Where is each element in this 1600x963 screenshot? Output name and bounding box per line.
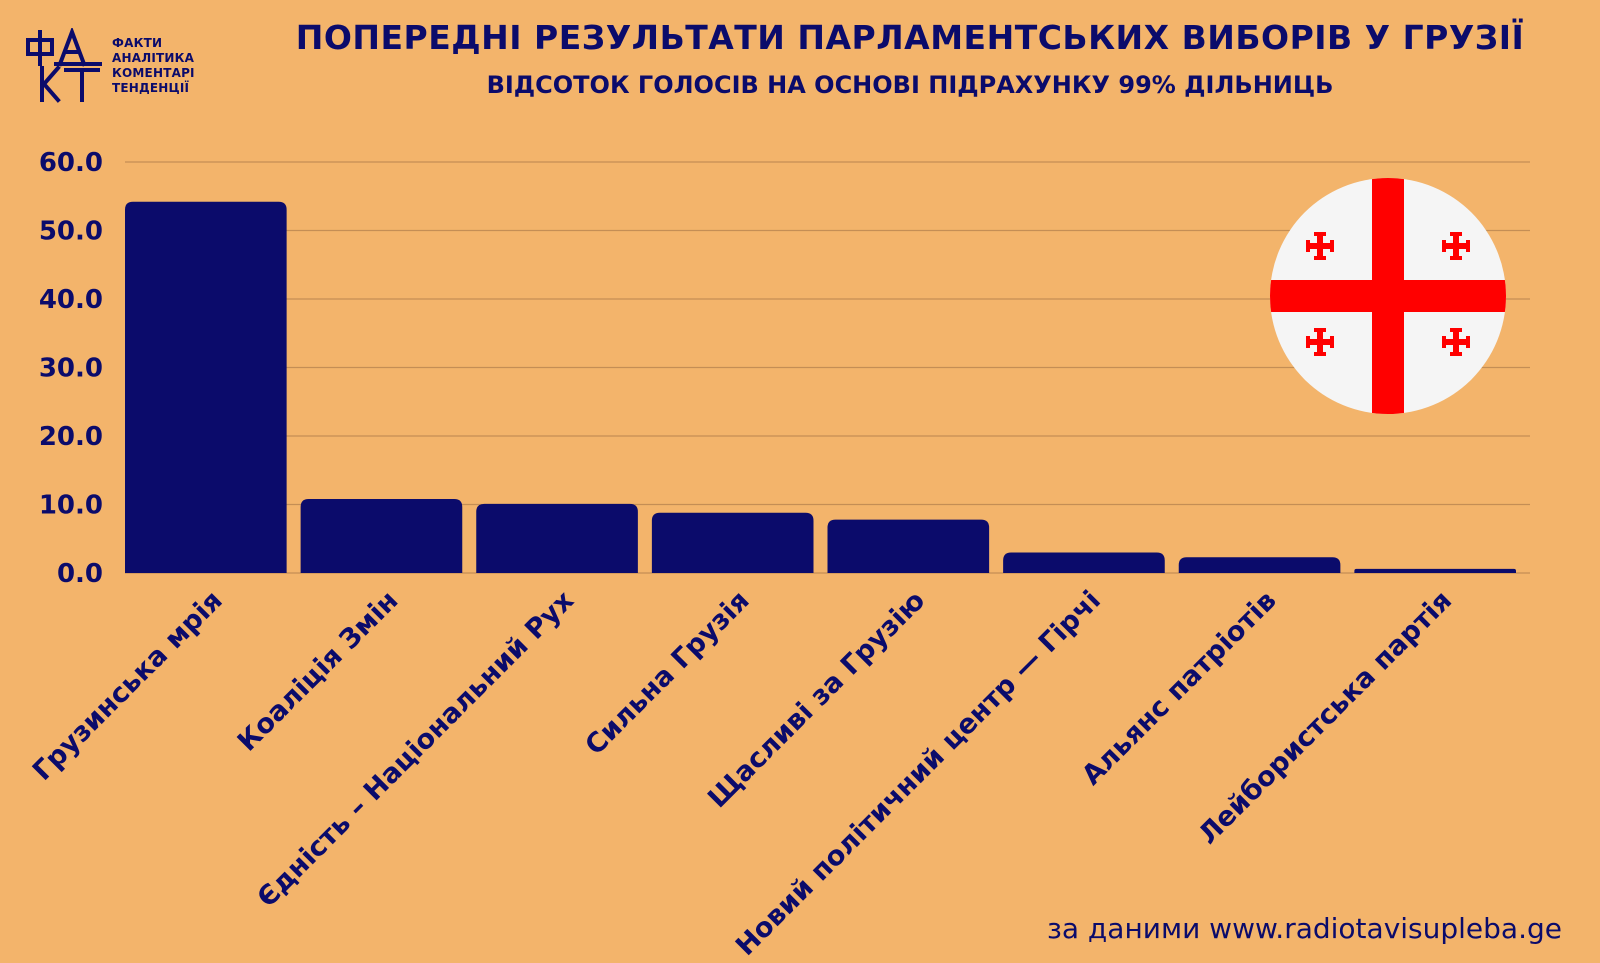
chart-title: ПОПЕРЕДНІ РЕЗУЛЬТАТИ ПАРЛАМЕНТСЬКИХ ВИБО… — [295, 18, 1525, 57]
logo-line-analytics: АНАЛІТИКА — [112, 51, 195, 65]
logo-text: ФАКТИ АНАЛІТИКА КОМЕНТАРІ ТЕНДЕНЦІЇ — [112, 36, 212, 96]
y-tick-label: 50.0 — [39, 217, 103, 247]
bar — [1003, 552, 1165, 573]
x-tick-label: Коаліція Змін — [232, 585, 405, 758]
logo-line-trends: ТЕНДЕНЦІЇ — [112, 81, 190, 95]
bar — [300, 499, 463, 573]
x-tick-label: Новий політичний центр — Гірчі — [730, 585, 1107, 962]
bar — [827, 519, 990, 573]
y-tick-label: 20.0 — [39, 422, 103, 452]
logo-line-comments: КОМЕНТАРІ — [112, 66, 195, 80]
chart-subtitle: ВІДСОТОК ГОЛОСІВ НА ОСНОВІ ПІДРАХУНКУ 99… — [486, 71, 1334, 99]
logo-line-facts: ФАКТИ — [112, 36, 163, 50]
brand-logo: ФАКТИ АНАЛІТИКА КОМЕНТАРІ ТЕНДЕНЦІЇ — [24, 28, 214, 103]
bar — [651, 512, 814, 573]
bar — [1178, 557, 1341, 573]
bar — [476, 503, 638, 573]
bar — [125, 201, 287, 574]
x-tick-label: Єдність – Національний Рух — [251, 585, 580, 914]
georgia-flag-icon — [1270, 178, 1506, 414]
x-tick-label: Альянс патріотів — [1076, 585, 1282, 791]
bar — [1354, 568, 1516, 573]
y-tick-label: 60.0 — [39, 148, 103, 178]
y-axis-ticks: 0.0 10.0 20.0 30.0 40.0 50.0 60.0 — [39, 148, 103, 589]
logo-mark-icon — [26, 28, 102, 103]
data-source: за даними www.radiotavisupleba.ge — [1046, 912, 1562, 945]
y-tick-label: 10.0 — [39, 491, 103, 521]
y-tick-label: 0.0 — [57, 559, 103, 589]
x-tick-label: Грузинська мрія — [27, 585, 229, 787]
y-tick-label: 40.0 — [39, 285, 103, 315]
bars — [125, 201, 1516, 574]
x-tick-label: Сильна Грузія — [579, 585, 755, 761]
y-tick-label: 30.0 — [39, 354, 103, 384]
